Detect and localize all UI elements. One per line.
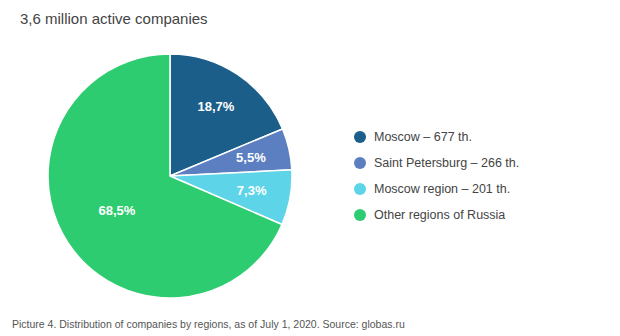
legend-entry: Other regions of Russia [374,208,505,222]
data-label: 18,7% [198,99,235,114]
pie [48,54,292,298]
slice [170,129,292,176]
legend-entry: Saint Petersburg – 266 th. [374,156,519,170]
legend-marker [354,209,366,221]
data-labels: 18,7% 5,5% 7,3% 68,5% [99,99,267,218]
slice [48,54,282,298]
chart-container: 3,6 million active companies Picture 4. D… [0,0,620,336]
title: 3,6 million active companies [20,10,208,27]
data-label: 68,5% [99,203,136,218]
legend-marker [354,157,366,169]
chart: 3,6 million active companies Picture 4. D… [0,0,620,336]
data-label: 7,3% [237,183,267,198]
data-label: 5,5% [236,150,266,165]
caption: Picture 4. Distribution of companies by … [12,318,405,330]
legend-entry: Moscow – 677 th. [374,130,472,144]
legend-marker [354,131,366,143]
legend-entry: Moscow region – 201 th. [374,182,510,196]
legend: Moscow – 677 th. Saint Petersburg – 266 t… [354,130,519,222]
legend-marker [354,183,366,195]
